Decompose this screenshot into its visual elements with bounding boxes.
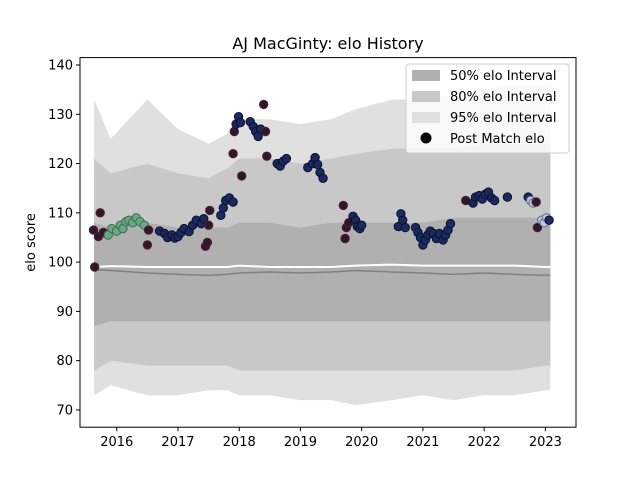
y-tick-label: 100 (48, 256, 73, 271)
mean-line (94, 263, 551, 268)
post-match-point (544, 215, 554, 225)
x-tick-label: 2017 (161, 435, 194, 450)
y-tick-label: 120 (48, 157, 73, 172)
post-match-point (205, 205, 215, 216)
post-match-point (281, 153, 292, 164)
post-match-point (340, 233, 350, 244)
post-match-point (203, 220, 214, 230)
post-match-point (357, 220, 367, 230)
x-tick-label: 2016 (100, 435, 133, 450)
legend-marker-post-match (420, 132, 432, 144)
post-match-point (400, 222, 410, 233)
y-tick-label: 110 (48, 206, 73, 221)
legend-frame (405, 63, 570, 154)
legend-label-post-match: Post Match elo (450, 132, 545, 147)
legend-swatch-80 (412, 91, 440, 102)
y-tick-label: 140 (48, 58, 73, 73)
post-match-point (262, 151, 272, 161)
post-match-point (532, 222, 543, 233)
x-tick-label: 2022 (468, 435, 501, 450)
x-tick-label: 2018 (223, 435, 256, 450)
post-match-point (489, 195, 500, 206)
legend: 50% elo Interval 80% elo Interval 95% el… (405, 63, 570, 154)
x-axis: 2016 2017 2018 2019 2020 2021 2022 2023 (100, 427, 562, 450)
post-match-point (312, 159, 323, 170)
legend-label-95: 95% elo Interval (450, 111, 557, 126)
post-match-point (143, 225, 154, 235)
x-tick-label: 2019 (284, 435, 317, 450)
y-tick-label: 90 (56, 305, 73, 320)
post-match-point (445, 219, 456, 229)
post-match-point (95, 208, 105, 218)
post-match-point (260, 126, 271, 137)
post-match-point (237, 171, 247, 181)
legend-swatch-50 (412, 70, 440, 81)
y-tick-label: 80 (56, 354, 73, 369)
x-tick-label: 2023 (529, 435, 562, 450)
axes-frame (79, 57, 577, 428)
post-match-point (338, 200, 348, 211)
post-match-point (90, 262, 100, 272)
legend-label-50: 50% elo Interval (450, 69, 557, 84)
post-match-point (228, 197, 238, 207)
x-tick-label: 2021 (406, 435, 439, 450)
post-match-point (531, 197, 541, 207)
y-axis-label: elo score (24, 213, 39, 272)
x-tick-label: 2020 (345, 435, 378, 450)
post-match-point (199, 214, 209, 224)
post-match-point (502, 192, 513, 202)
post-match-point (202, 237, 213, 248)
post-match-point (235, 117, 246, 128)
post-match-point (142, 240, 153, 250)
plot-area (88, 84, 554, 405)
legend-swatch-95 (412, 112, 440, 123)
y-axis: 70 80 90 100 110 120 130 140 (48, 58, 80, 418)
legend-label-80: 80% elo Interval (450, 90, 557, 105)
post-match-point (88, 225, 99, 235)
post-match-point (318, 173, 328, 184)
post-match-point (259, 99, 269, 110)
y-tick-label: 130 (48, 108, 73, 123)
post-match-point (228, 149, 238, 159)
chart-title: AJ MacGinty: elo History (232, 34, 423, 53)
median-line (94, 268, 551, 277)
y-tick-label: 70 (56, 403, 73, 418)
